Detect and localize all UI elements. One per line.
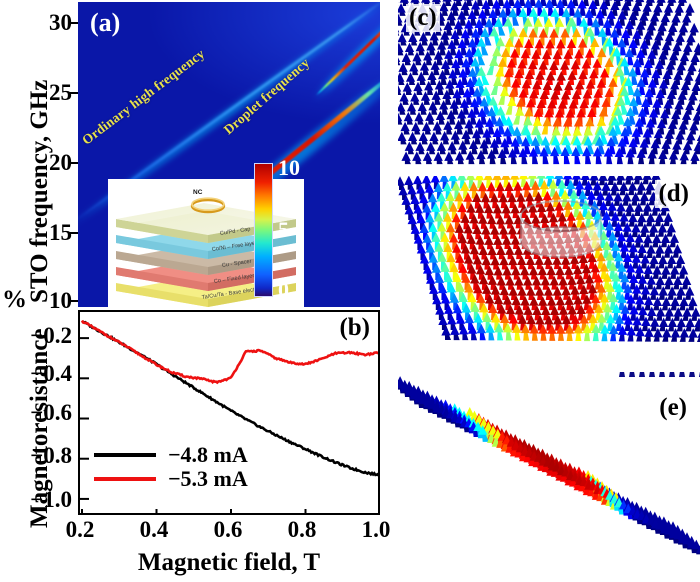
panel-a-ytick-25: 25 xyxy=(49,80,72,105)
panel-a-tickmark xyxy=(70,232,78,234)
colorbar-tick-10: 10 xyxy=(278,155,300,180)
nano-contact-label: NC xyxy=(193,189,203,196)
panel-a-ytick-15: 15 xyxy=(49,220,72,245)
panel-a-ytick-10: 10 xyxy=(49,288,72,313)
legend-item-5.3: −5.3 mA xyxy=(94,466,248,491)
panel-b-xtick-0.4: 0.4 xyxy=(139,517,169,542)
panel-b-tick-marks xyxy=(80,337,307,513)
panel-e-spin-texture: (e) xyxy=(398,372,700,582)
legend-label-5.3: −5.3 mA xyxy=(168,466,248,491)
panel-b-ytick-0.8: −0.8 xyxy=(30,443,72,468)
panel-a-tickmark xyxy=(70,162,78,164)
panel-b-xlabel: Magnetic field, T xyxy=(137,549,321,576)
panel-b-tag: (b) xyxy=(339,314,370,341)
panel-d-tag: (d) xyxy=(655,180,692,208)
panel-b-ytick-0.6: −0.6 xyxy=(30,400,72,425)
panel-a-tickmark xyxy=(70,92,78,94)
panel-b-xtick-0.8: 0.8 xyxy=(287,517,317,542)
panel-b-ytick-1.0: −1.0 xyxy=(30,487,72,512)
legend-item-4.8: −4.8 mA xyxy=(94,442,248,467)
stack-layer-free xyxy=(116,227,296,259)
colorbar-tick-5: 5 xyxy=(278,217,289,242)
panel-b-yunit: % xyxy=(2,286,27,313)
spin-lattice-c xyxy=(398,0,700,165)
colorbar-gradient xyxy=(254,163,273,297)
spin-lattice-e xyxy=(398,372,700,555)
panel-a-ytick-20: 20 xyxy=(49,150,72,175)
colorbar-tick-0: 0 xyxy=(278,277,289,302)
panel-b-curves xyxy=(80,319,378,513)
panel-d-spin-texture: (d) xyxy=(398,176,700,372)
panel-b-ytick-0.4: −0.4 xyxy=(30,361,72,386)
legend-swatch-black xyxy=(94,453,156,457)
panel-a-tickmark xyxy=(70,300,78,302)
stack-layer-fixed xyxy=(116,259,296,291)
panel-a-heatmap: (a) Ordinary high frequency Droplet freq… xyxy=(78,2,380,307)
panel-b-lineplot: (b) −4.8 mA −5.3 mA xyxy=(78,310,380,515)
panel-a-tickmark xyxy=(70,22,78,24)
panel-b-legend: −4.8 mA −5.3 mA xyxy=(94,442,248,491)
panel-b-xtick-1.0: 1.0 xyxy=(361,517,391,542)
stack-diagram xyxy=(116,181,296,307)
panel-e-tag: (e) xyxy=(656,394,690,422)
stack-layer-spacer xyxy=(116,243,296,275)
panel-c-spin-texture: (c) xyxy=(398,0,700,176)
legend-swatch-red xyxy=(94,477,156,481)
stack-layer-base xyxy=(116,275,296,307)
legend-label-4.8: −4.8 mA xyxy=(168,442,248,467)
nano-contact-ring xyxy=(190,197,226,214)
panel-a-tag: (a) xyxy=(90,8,121,37)
curve-minus-5.3mA xyxy=(80,319,378,385)
panel-b-xtick-0.2: 0.2 xyxy=(65,517,95,542)
panel-b-xtick-0.6: 0.6 xyxy=(213,517,243,542)
panel-b-ytick-0.2: −0.2 xyxy=(30,323,72,348)
panel-a-ytick-30: 30 xyxy=(49,10,72,35)
panel-c-tag: (c) xyxy=(406,4,440,32)
panel-b-plot-area xyxy=(80,312,378,513)
colorbar-group: 10 5 0 xyxy=(254,157,328,302)
